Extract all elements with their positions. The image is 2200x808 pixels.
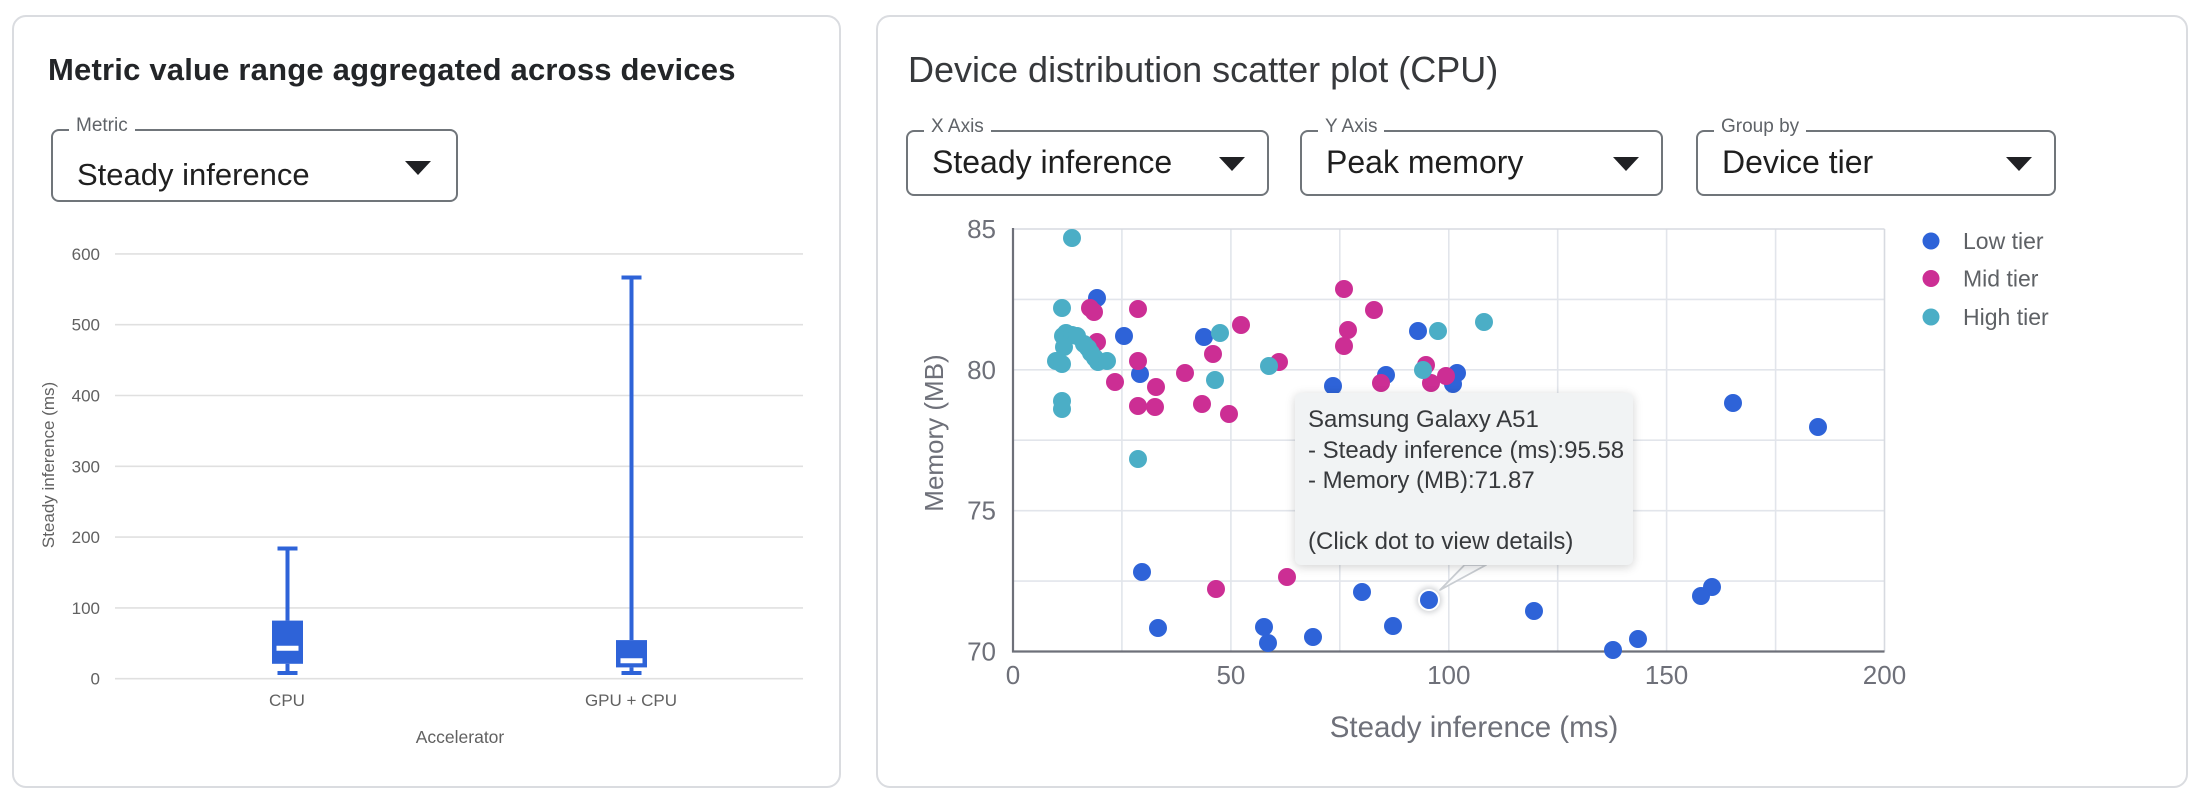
svg-text:CPU: CPU	[269, 691, 305, 710]
svg-text:200: 200	[72, 528, 100, 547]
svg-text:Steady inference (ms): Steady inference (ms)	[1330, 711, 1619, 744]
svg-text:Mid tier: Mid tier	[1963, 266, 2039, 292]
svg-text:50: 50	[1216, 660, 1245, 690]
svg-text:High tier: High tier	[1963, 304, 2049, 330]
svg-text:400: 400	[72, 387, 100, 406]
svg-text:GPU + CPU: GPU + CPU	[585, 691, 677, 710]
svg-text:Low tier: Low tier	[1963, 228, 2044, 254]
svg-text:600: 600	[72, 245, 100, 264]
svg-text:80: 80	[967, 355, 996, 385]
svg-text:100: 100	[72, 599, 100, 618]
svg-text:500: 500	[72, 316, 100, 335]
svg-text:75: 75	[967, 496, 996, 526]
svg-text:100: 100	[1427, 660, 1470, 690]
svg-text:Accelerator: Accelerator	[416, 727, 505, 747]
svg-text:85: 85	[967, 214, 996, 244]
svg-text:Steady inference (ms): Steady inference (ms)	[39, 382, 58, 548]
svg-text:200: 200	[1863, 660, 1906, 690]
svg-text:0: 0	[91, 670, 100, 689]
svg-text:Memory (MB): Memory (MB)	[919, 354, 949, 511]
svg-text:300: 300	[72, 457, 100, 476]
svg-text:70: 70	[967, 637, 996, 667]
svg-text:0: 0	[1006, 660, 1020, 690]
svg-text:150: 150	[1645, 660, 1688, 690]
